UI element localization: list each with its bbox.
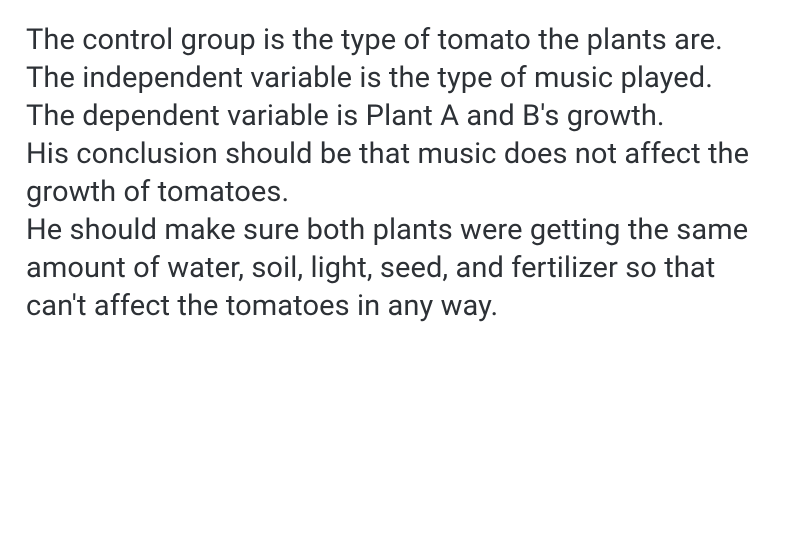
text-block: The control group is the type of tomato …: [0, 0, 800, 348]
paragraph-conclusion: His conclusion should be that music does…: [26, 137, 749, 209]
paragraph-dependent-variable: The dependent variable is Plant A and B'…: [26, 99, 665, 133]
paragraph-control-group: The control group is the type of tomato …: [26, 23, 723, 57]
paragraph-independent-variable: The independent variable is the type of …: [26, 61, 713, 95]
paragraph-controls: He should make sure both plants were get…: [26, 213, 748, 323]
